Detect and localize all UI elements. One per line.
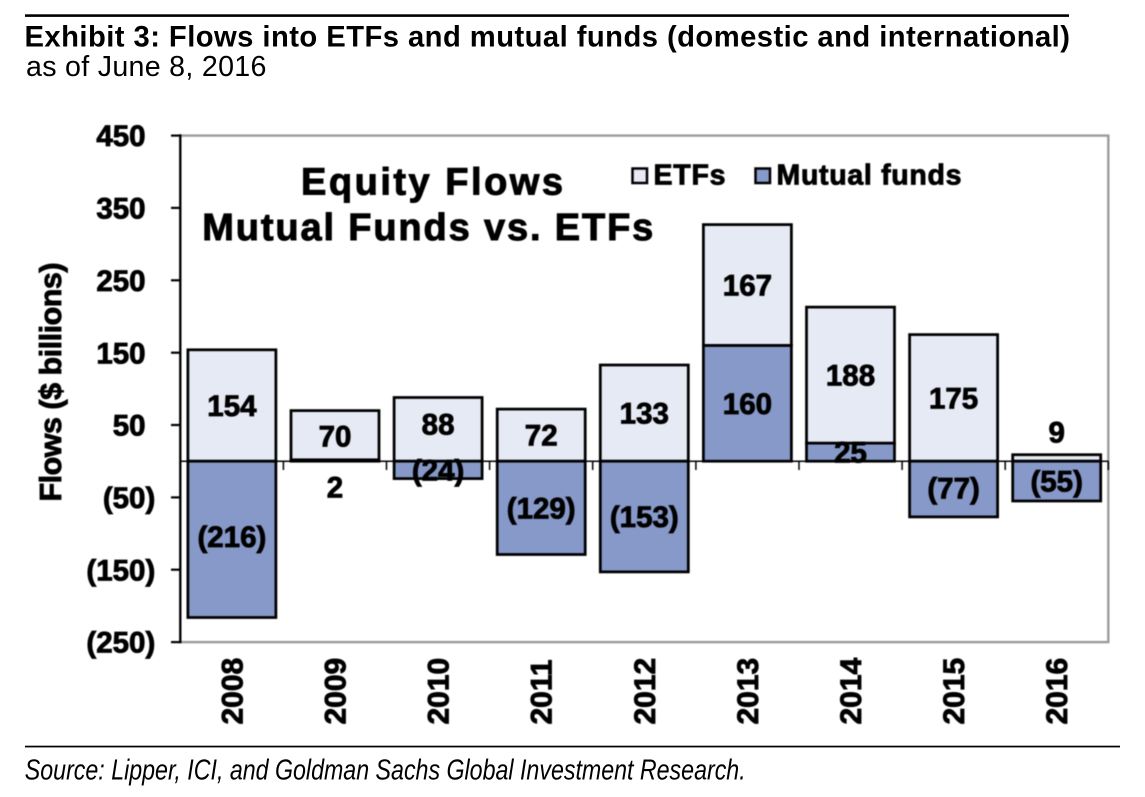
svg-text:(153): (153) bbox=[610, 501, 679, 534]
svg-text:Equity Flows: Equity Flows bbox=[301, 162, 563, 204]
svg-text:(55): (55) bbox=[1030, 466, 1082, 499]
svg-text:Flows ($ billions): Flows ($ billions) bbox=[34, 263, 68, 502]
svg-text:2010: 2010 bbox=[423, 658, 456, 725]
svg-text:(77): (77) bbox=[927, 473, 979, 506]
svg-text:160: 160 bbox=[723, 388, 772, 421]
svg-text:2: 2 bbox=[327, 472, 343, 505]
svg-text:2011: 2011 bbox=[526, 659, 559, 724]
svg-text:2013: 2013 bbox=[732, 658, 765, 725]
svg-text:Mutual Funds vs. ETFs: Mutual Funds vs. ETFs bbox=[202, 207, 653, 249]
svg-text:2015: 2015 bbox=[938, 658, 971, 725]
svg-text:150: 150 bbox=[96, 337, 145, 370]
svg-text:167: 167 bbox=[723, 270, 772, 303]
svg-text:2008: 2008 bbox=[216, 658, 249, 725]
svg-text:as of June 8, 2016: as of June 8, 2016 bbox=[26, 51, 267, 83]
svg-text:188: 188 bbox=[826, 360, 875, 393]
svg-text:(129): (129) bbox=[507, 492, 576, 525]
svg-text:ETFs: ETFs bbox=[654, 159, 726, 191]
svg-text:(250): (250) bbox=[86, 627, 155, 660]
svg-text:(50): (50) bbox=[103, 482, 155, 515]
svg-text:175: 175 bbox=[929, 382, 978, 415]
svg-text:(24): (24) bbox=[412, 454, 464, 487]
svg-text:450: 450 bbox=[96, 120, 145, 153]
svg-text:250: 250 bbox=[96, 265, 145, 298]
svg-text:2014: 2014 bbox=[835, 657, 868, 724]
svg-text:154: 154 bbox=[207, 390, 257, 423]
svg-text:133: 133 bbox=[620, 398, 669, 431]
svg-text:2012: 2012 bbox=[629, 658, 662, 725]
svg-text:70: 70 bbox=[319, 420, 352, 453]
svg-text:Source: Lipper, ICI, and Goldm: Source: Lipper, ICI, and Goldman Sachs G… bbox=[25, 753, 746, 786]
svg-text:Exhibit 3: Flows into ETFs and: Exhibit 3: Flows into ETFs and mutual fu… bbox=[25, 22, 1071, 54]
svg-text:Mutual funds: Mutual funds bbox=[777, 159, 962, 191]
svg-text:350: 350 bbox=[96, 193, 145, 226]
svg-text:(150): (150) bbox=[86, 554, 155, 587]
svg-text:88: 88 bbox=[422, 408, 455, 441]
svg-text:(216): (216) bbox=[197, 521, 266, 554]
svg-text:2009: 2009 bbox=[320, 658, 353, 725]
svg-text:25: 25 bbox=[834, 437, 867, 470]
svg-text:72: 72 bbox=[525, 420, 558, 453]
svg-text:2016: 2016 bbox=[1041, 658, 1074, 725]
svg-text:50: 50 bbox=[113, 410, 146, 443]
svg-text:9: 9 bbox=[1048, 417, 1064, 450]
